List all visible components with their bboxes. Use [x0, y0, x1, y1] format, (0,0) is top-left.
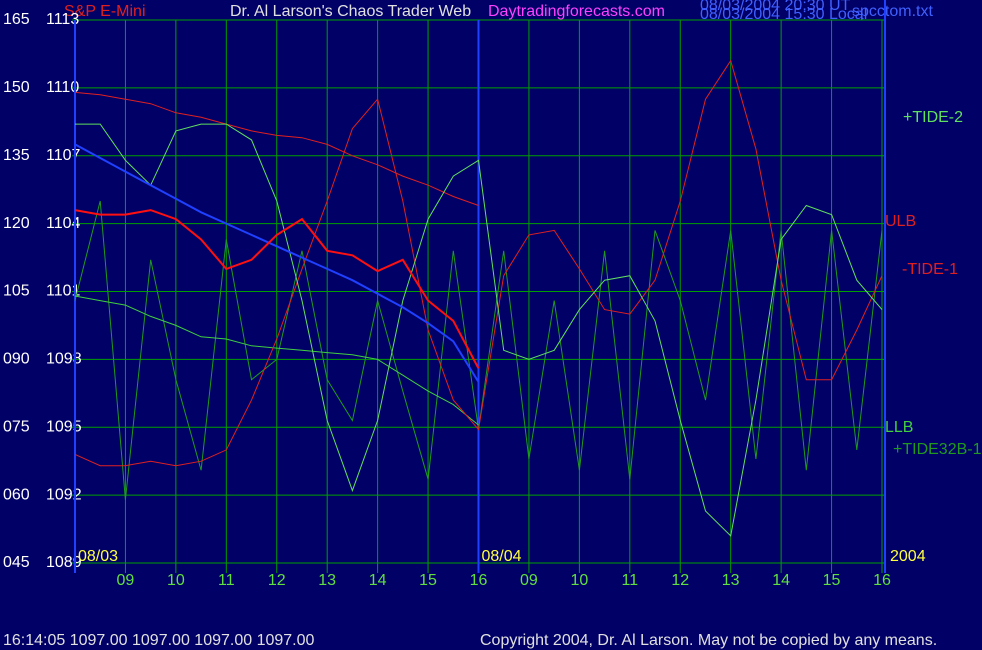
x-tick-label: 12 — [268, 572, 286, 589]
series-line — [74, 143, 480, 383]
legend-label: +TIDE-2 — [903, 109, 963, 126]
y-tick-label: 1092 — [46, 486, 82, 503]
chart-title: S&P E-Mini — [64, 3, 146, 20]
copyright: Copyright 2004, Dr. Al Larson. May not b… — [480, 632, 937, 649]
x-tick-label: 16 — [873, 572, 891, 589]
date-label: 08/04 — [482, 548, 522, 565]
x-tick-label: 11 — [218, 572, 235, 589]
chart-subtitle: Dr. Al Larson's Chaos Trader Web — [230, 3, 471, 20]
website: Daytradingforecasts.com — [488, 3, 665, 20]
y2-tick-label: 045 — [3, 554, 30, 571]
file-name: spcctom.txt — [852, 3, 933, 20]
x-tick-label: 15 — [823, 572, 841, 589]
series-line — [74, 209, 480, 369]
x-tick-label: 13 — [722, 572, 740, 589]
x-tick-label: 15 — [419, 572, 437, 589]
y-tick-label: 1101 — [46, 283, 81, 300]
legend-label: LLB — [885, 419, 913, 436]
y2-tick-label: 135 — [3, 147, 30, 164]
series-line — [75, 123, 883, 537]
y2-tick-label: 150 — [3, 79, 30, 96]
y2-tick-label: 090 — [3, 351, 30, 368]
y2-tick-label: 060 — [3, 486, 30, 503]
x-tick-label: 14 — [369, 572, 387, 589]
timestamp: 08/03/2004 20:30 UT — [700, 0, 851, 14]
y2-tick-label: 165 — [3, 11, 30, 28]
y-tick-label: 1089 — [46, 554, 82, 571]
y-tick-label: 1098 — [46, 351, 82, 368]
y-tick-label: 1107 — [46, 147, 81, 164]
x-tick-label: 09 — [520, 572, 538, 589]
x-tick-label: 11 — [622, 572, 639, 589]
x-tick-label: 09 — [117, 572, 135, 589]
x-tick-label: 13 — [318, 572, 336, 589]
y2-tick-label: 105 — [3, 283, 30, 300]
legend-label: +TIDE32B-1 — [893, 441, 982, 458]
date-label: 08/03 — [78, 548, 118, 565]
status-line: 16:14:05 1097.00 1097.00 1097.00 1097.00 — [3, 632, 315, 649]
y-tick-label: 1110 — [46, 79, 79, 96]
legend-label: ULB — [885, 213, 916, 230]
series-line — [74, 295, 479, 426]
y2-tick-label: 075 — [3, 418, 30, 435]
x-tick-label: 14 — [772, 572, 790, 589]
y2-tick-label: 120 — [3, 215, 30, 232]
year-label: 2004 — [890, 548, 926, 565]
y-tick-label: 1104 — [46, 215, 81, 232]
x-tick-label: 10 — [570, 572, 588, 589]
y-tick-label: 1113 — [46, 11, 79, 28]
x-tick-label: 10 — [167, 572, 185, 589]
series-line — [74, 59, 883, 467]
series-line — [74, 91, 479, 206]
x-tick-label: 16 — [470, 572, 488, 589]
legend-label: -TIDE-1 — [902, 261, 958, 278]
y-tick-label: 1095 — [46, 418, 82, 435]
timestamp: 08/03/2004 15:30 Local — [700, 6, 867, 23]
x-tick-label: 12 — [671, 572, 689, 589]
